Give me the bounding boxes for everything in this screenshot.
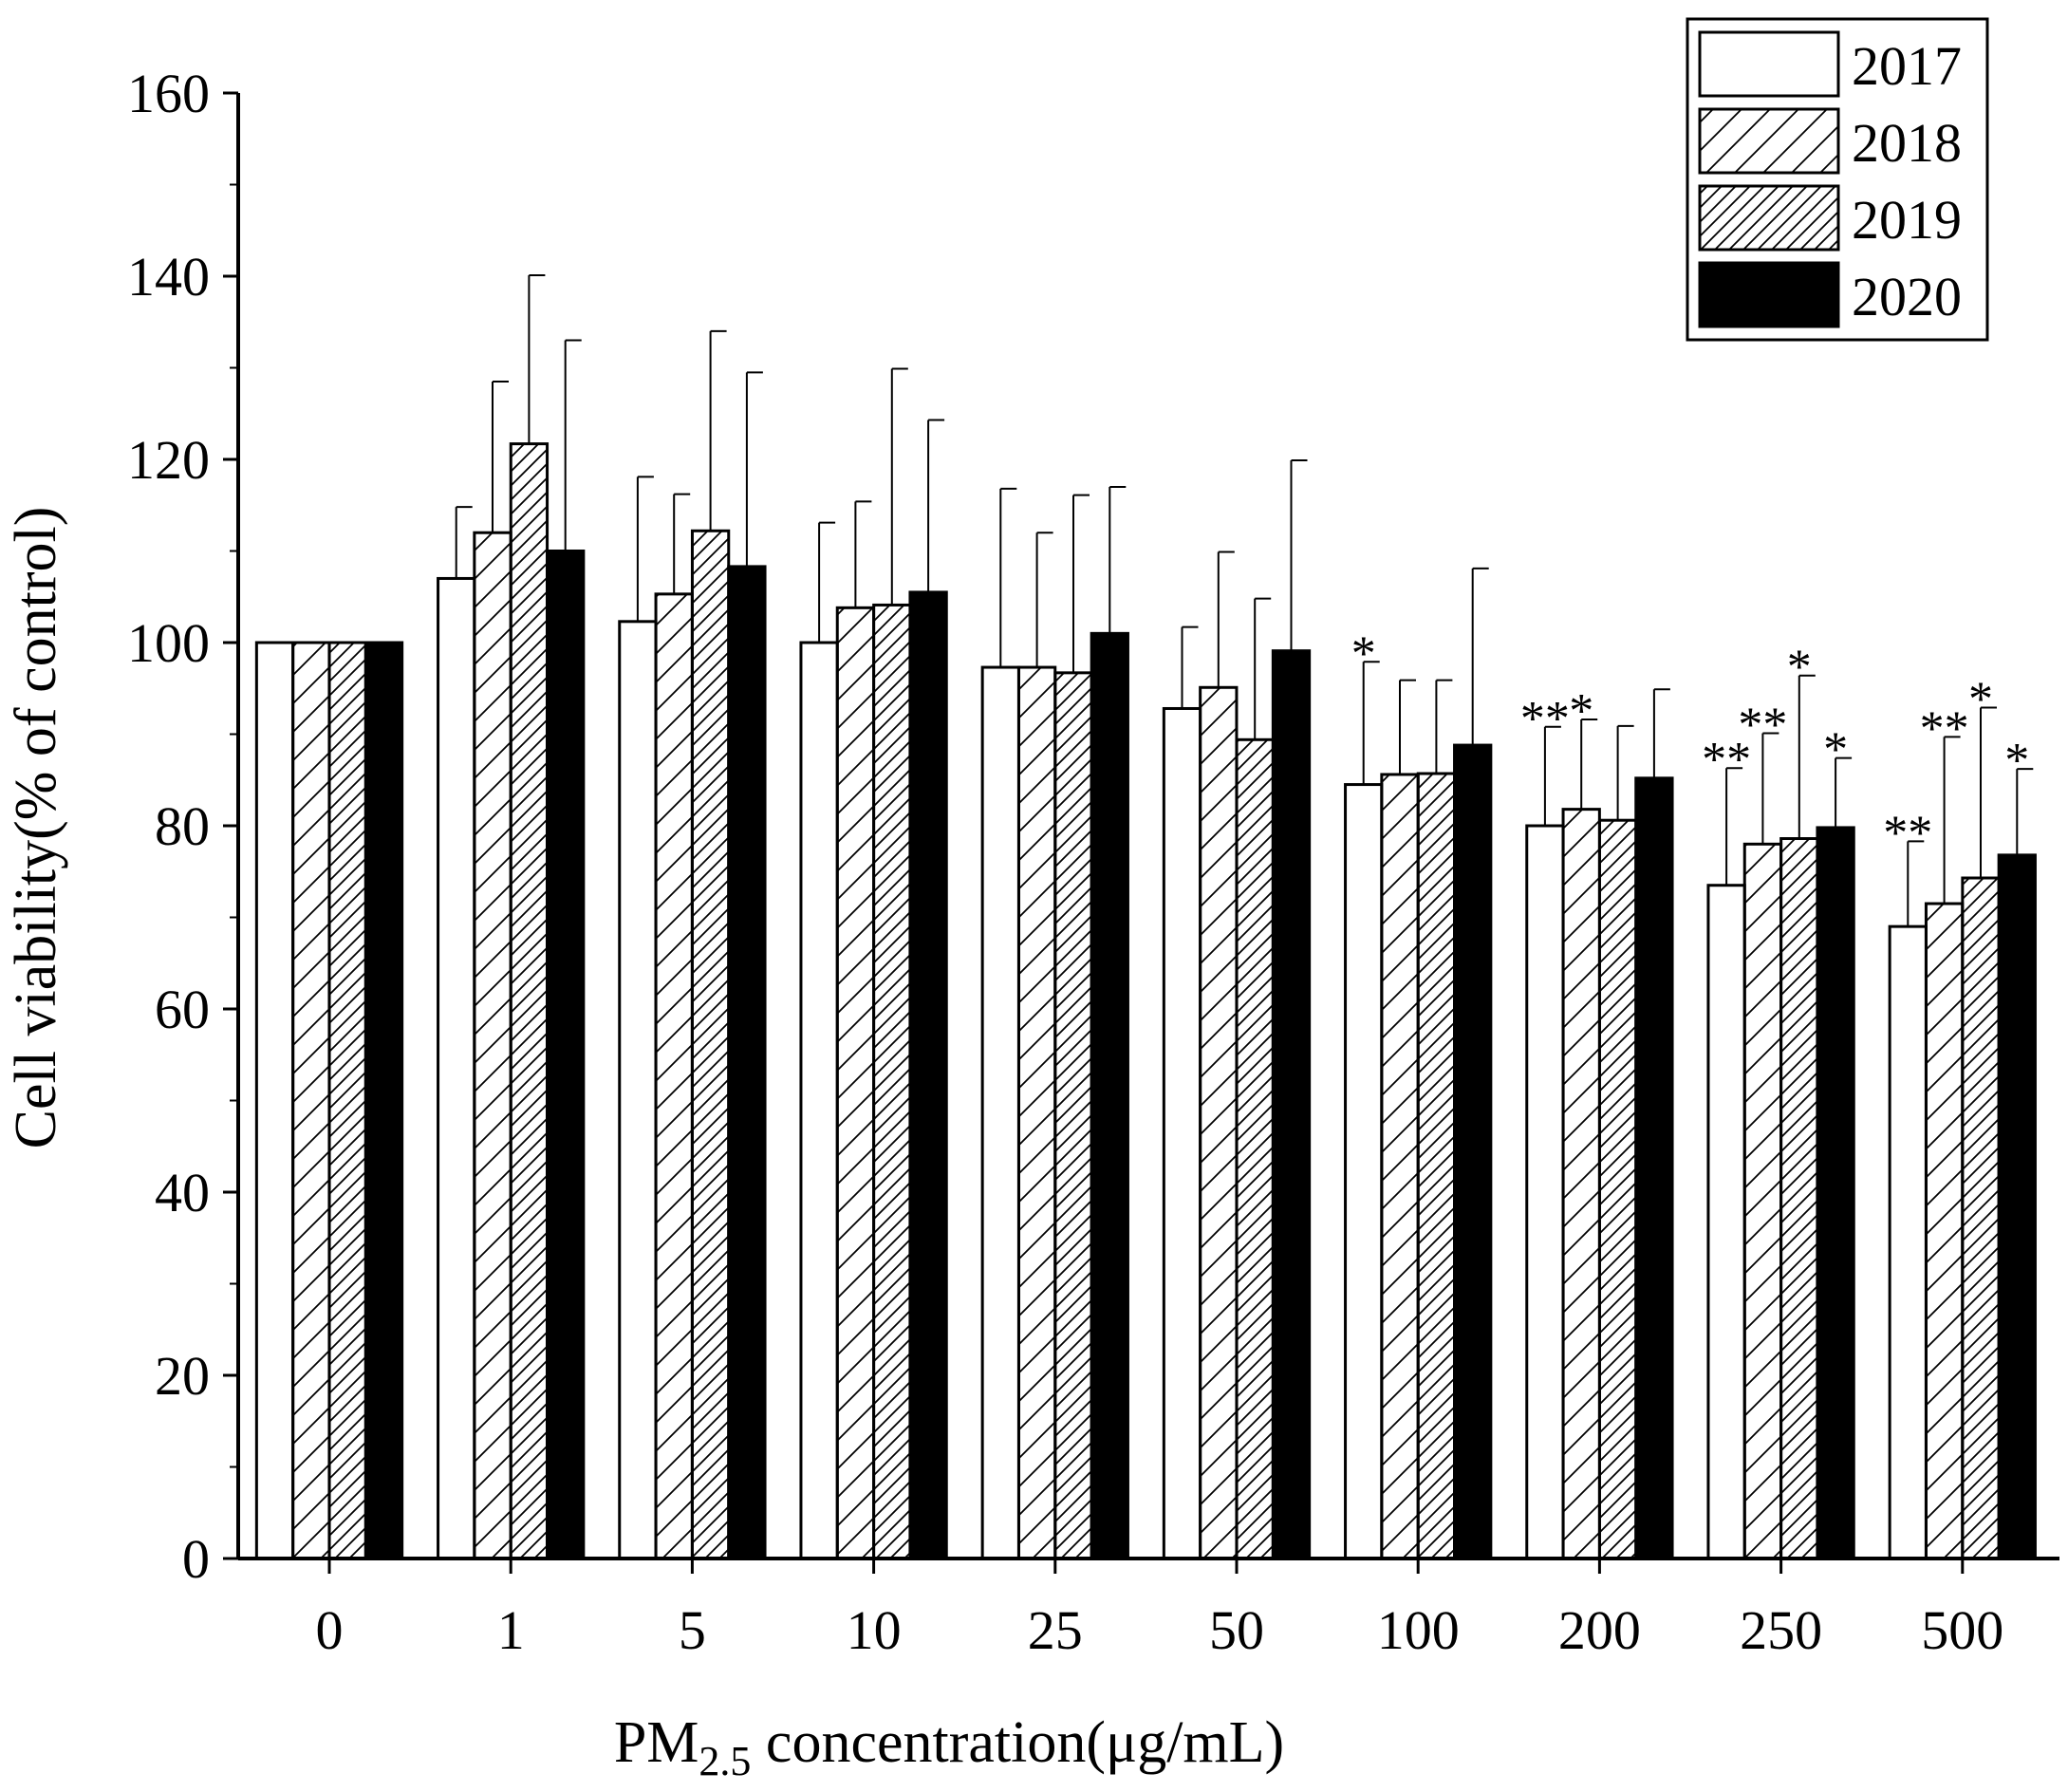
y-tick-label-40: 40 (155, 1162, 210, 1223)
legend-swatch-2017 (1698, 30, 1840, 98)
bar-2017-10 (799, 641, 839, 1560)
bar-2018-25 (1016, 665, 1057, 1560)
bar-2019-0 (327, 641, 367, 1560)
bar-2018-0 (291, 641, 331, 1560)
bar-2017-250 (1706, 884, 1746, 1560)
x-axis-title-subscript: 2.5 (699, 1738, 751, 1784)
x-tick-label-25: 25 (1028, 1599, 1083, 1661)
bar-2020-250 (1816, 826, 1855, 1560)
x-tick-label-10: 10 (847, 1599, 902, 1661)
bar-2020-0 (363, 641, 404, 1560)
x-tick-label-5: 5 (679, 1599, 706, 1661)
bar-2019-50 (1235, 737, 1275, 1560)
bar-2019-5 (690, 529, 731, 1560)
bar-2019-200 (1597, 818, 1638, 1560)
bar-2018-10 (835, 606, 876, 1560)
x-axis-title-rest: concentration(μg/mL) (751, 1710, 1284, 1775)
x-tick-label-200: 200 (1558, 1599, 1641, 1661)
x-tick-label-500: 500 (1921, 1599, 2003, 1661)
bar-2018-500 (1924, 902, 1965, 1560)
significance-2018-200: * (1569, 684, 1593, 738)
significance-2020-500: * (2004, 734, 2029, 788)
y-axis-title: Cell viability(% of control) (4, 507, 68, 1149)
significance-2017-200: ** (1520, 692, 1570, 746)
bar-2017-1 (437, 576, 476, 1560)
x-tick-label-100: 100 (1377, 1599, 1460, 1661)
legend-swatch-2018 (1698, 107, 1840, 175)
bar-2018-50 (1199, 685, 1239, 1560)
y-tick-label-20: 20 (155, 1345, 210, 1407)
bar-2019-500 (1961, 876, 2001, 1560)
bar-2018-5 (654, 592, 694, 1560)
bar-2019-1 (509, 442, 550, 1560)
bar-2017-500 (1888, 924, 1928, 1560)
bar-2018-100 (1380, 773, 1420, 1560)
bar-2018-1 (473, 531, 512, 1560)
bar-2020-25 (1090, 631, 1129, 1560)
legend-swatch-2019 (1698, 184, 1840, 252)
significance-2018-250: ** (1738, 699, 1787, 753)
bar-2017-100 (1344, 783, 1384, 1560)
x-tick-label-1: 1 (497, 1599, 525, 1661)
bar-2018-250 (1742, 842, 1783, 1560)
significance-2019-500: * (1968, 673, 1993, 727)
y-tick-label-60: 60 (155, 979, 210, 1040)
bar-2019-25 (1053, 671, 1093, 1560)
y-tick-label-80: 80 (155, 795, 210, 857)
bar-2020-500 (1997, 853, 2037, 1560)
legend-label-2018: 2018 (1852, 112, 1962, 174)
legend-swatch-2020 (1698, 261, 1840, 328)
bar-2017-5 (618, 620, 658, 1560)
significance-2019-250: * (1787, 641, 1812, 695)
x-axis-title: PM2.5 concentration(μg/mL) (614, 1710, 1284, 1784)
legend: 2017 2018 2019 2020 (1686, 17, 1989, 342)
y-tick-label-100: 100 (127, 612, 210, 674)
x-tick-label-250: 250 (1740, 1599, 1822, 1661)
x-tick-label-0: 0 (316, 1599, 344, 1661)
legend-label-2019: 2019 (1852, 189, 1962, 251)
y-tick-label-140: 140 (127, 246, 210, 308)
bar-2020-1 (546, 550, 586, 1560)
legend-label-2020: 2020 (1852, 266, 1962, 327)
bar-2017-50 (1162, 706, 1202, 1560)
x-tick-label-50: 50 (1209, 1599, 1264, 1661)
bar-2020-5 (727, 565, 767, 1560)
significance-2020-250: * (1823, 723, 1848, 777)
bar-2019-100 (1416, 772, 1457, 1560)
y-tick-label-120: 120 (127, 429, 210, 491)
y-tick-label-0: 0 (182, 1528, 210, 1590)
x-axis-title-main: PM (614, 1710, 699, 1775)
significance-2018-500: ** (1920, 701, 1969, 756)
bar-2020-100 (1453, 743, 1493, 1560)
bar-2020-10 (908, 590, 948, 1560)
bar-2017-25 (980, 665, 1020, 1560)
significance-2017-250: ** (1702, 733, 1751, 787)
y-tick-label-160: 160 (127, 63, 210, 124)
legend-label-2017: 2017 (1852, 35, 1962, 97)
significance-2017-100: * (1351, 626, 1376, 681)
bar-2020-50 (1271, 649, 1312, 1560)
bar-2018-200 (1561, 808, 1601, 1560)
bar-2017-200 (1525, 824, 1565, 1560)
bar-2019-10 (872, 603, 912, 1560)
bar-2020-200 (1634, 776, 1674, 1560)
bar-2017-0 (254, 641, 295, 1560)
significance-2017-500: ** (1883, 806, 1932, 860)
bar-2019-250 (1779, 837, 1819, 1560)
